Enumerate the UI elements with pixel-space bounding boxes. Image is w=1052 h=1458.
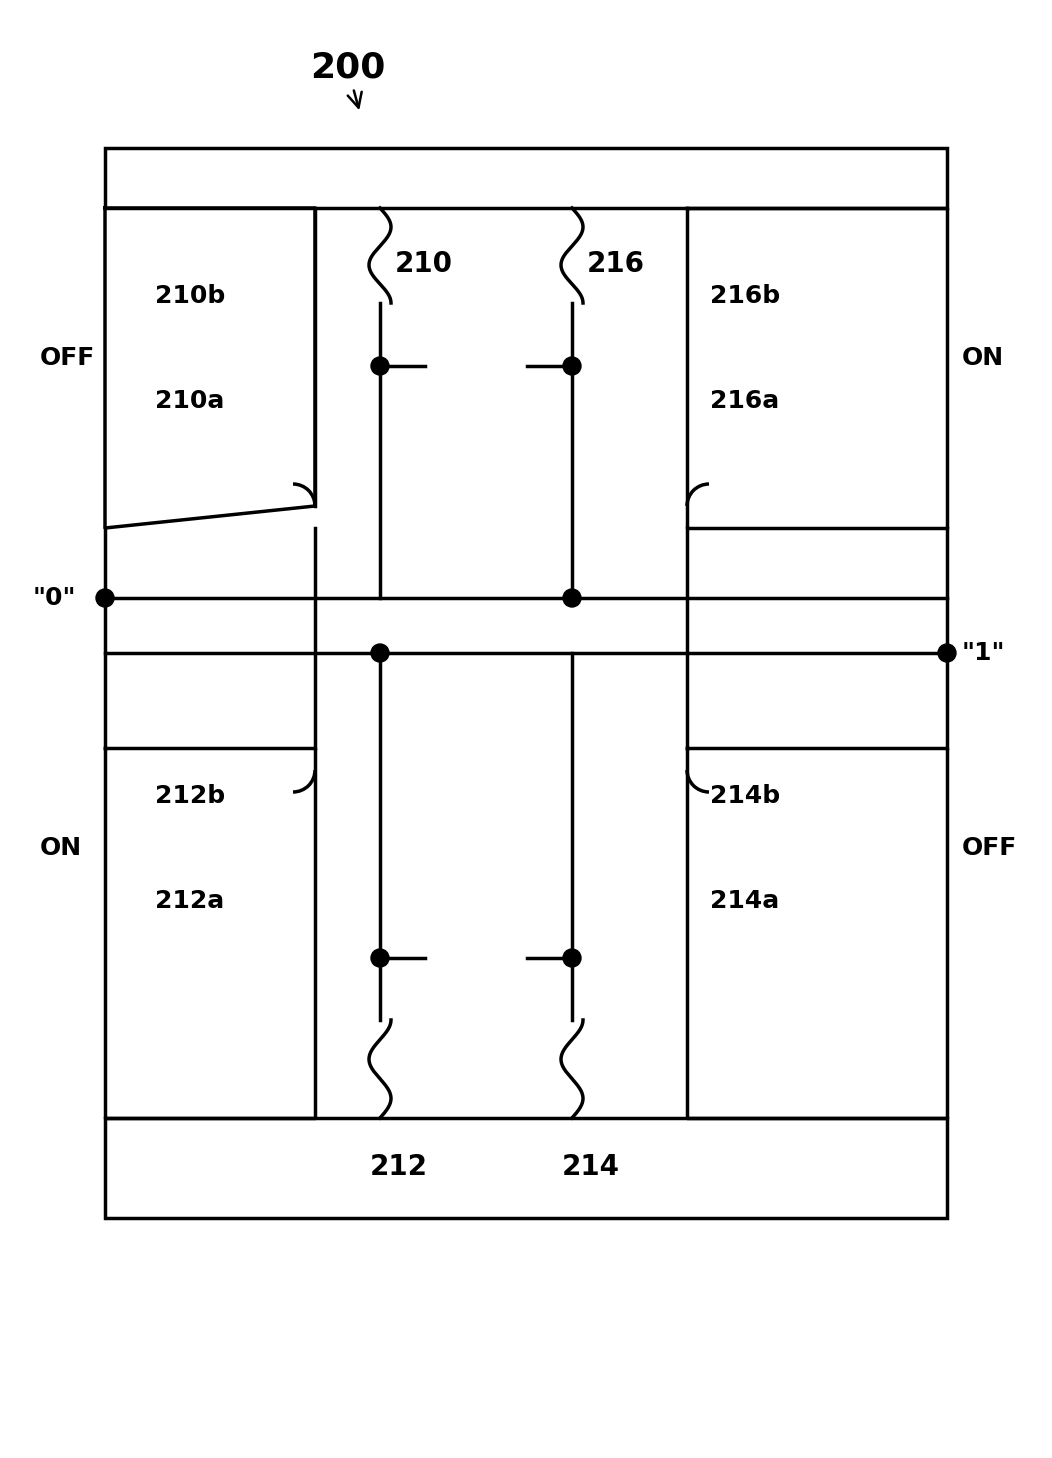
Circle shape [563, 589, 581, 607]
Text: 216: 216 [587, 249, 645, 278]
Text: 210b: 210b [155, 284, 225, 308]
Text: 200: 200 [310, 51, 385, 108]
Text: 216a: 216a [710, 389, 780, 413]
Circle shape [371, 949, 389, 967]
Text: OFF: OFF [962, 835, 1017, 860]
Circle shape [371, 644, 389, 662]
Text: 214: 214 [562, 1153, 620, 1181]
Text: ON: ON [962, 346, 1004, 370]
Circle shape [371, 357, 389, 375]
Text: 212a: 212a [155, 889, 224, 913]
Text: 212b: 212b [155, 784, 225, 808]
Text: 216b: 216b [710, 284, 781, 308]
Text: 212: 212 [370, 1153, 428, 1181]
Circle shape [563, 949, 581, 967]
Text: OFF: OFF [40, 346, 96, 370]
Text: 214b: 214b [710, 784, 781, 808]
Text: "1": "1" [962, 642, 1006, 665]
Circle shape [938, 644, 956, 662]
Text: 210a: 210a [155, 389, 224, 413]
Bar [105, 149, 947, 208]
Text: 214a: 214a [710, 889, 780, 913]
Text: "0": "0" [33, 586, 77, 609]
Circle shape [96, 589, 114, 607]
Text: 210: 210 [394, 249, 453, 278]
Bar [105, 1118, 947, 1217]
Circle shape [563, 357, 581, 375]
Text: ON: ON [40, 835, 82, 860]
